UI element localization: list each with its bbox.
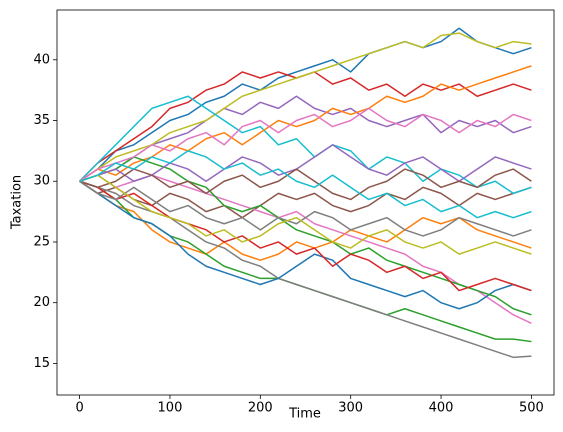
y-tick-label: 40 xyxy=(33,52,50,67)
line-series xyxy=(79,156,532,316)
line-series xyxy=(79,174,532,325)
x-tick-label: 0 xyxy=(75,401,83,416)
line-series xyxy=(79,144,532,182)
line-series xyxy=(79,180,532,343)
y-tick-label: 30 xyxy=(33,174,50,189)
line-series xyxy=(79,95,532,195)
line-series xyxy=(79,95,532,182)
line-series xyxy=(79,168,532,201)
line-series xyxy=(79,180,532,219)
line-series xyxy=(79,107,532,182)
y-tick-label: 15 xyxy=(33,356,50,371)
x-tick-label: 500 xyxy=(519,401,544,416)
line-series xyxy=(79,32,532,182)
x-tick-label: 300 xyxy=(338,401,363,416)
x-axis-label: Time xyxy=(288,407,321,422)
line-series xyxy=(79,180,532,292)
line-series xyxy=(79,180,532,261)
line-series xyxy=(79,180,532,359)
line-series xyxy=(79,27,532,182)
y-axis-label: Taxation xyxy=(10,175,25,230)
line-series xyxy=(79,180,532,237)
line-series xyxy=(79,174,532,255)
line-series xyxy=(79,65,532,182)
x-tick-label: 100 xyxy=(158,401,183,416)
x-tick-label: 200 xyxy=(248,401,273,416)
y-tick-label: 25 xyxy=(33,234,50,249)
line-series xyxy=(79,180,532,310)
y-tick-label: 20 xyxy=(33,295,50,310)
y-tick-label: 35 xyxy=(33,113,50,128)
x-tick-label: 400 xyxy=(429,401,454,416)
line-series xyxy=(79,150,532,219)
plot-frame xyxy=(56,9,555,396)
